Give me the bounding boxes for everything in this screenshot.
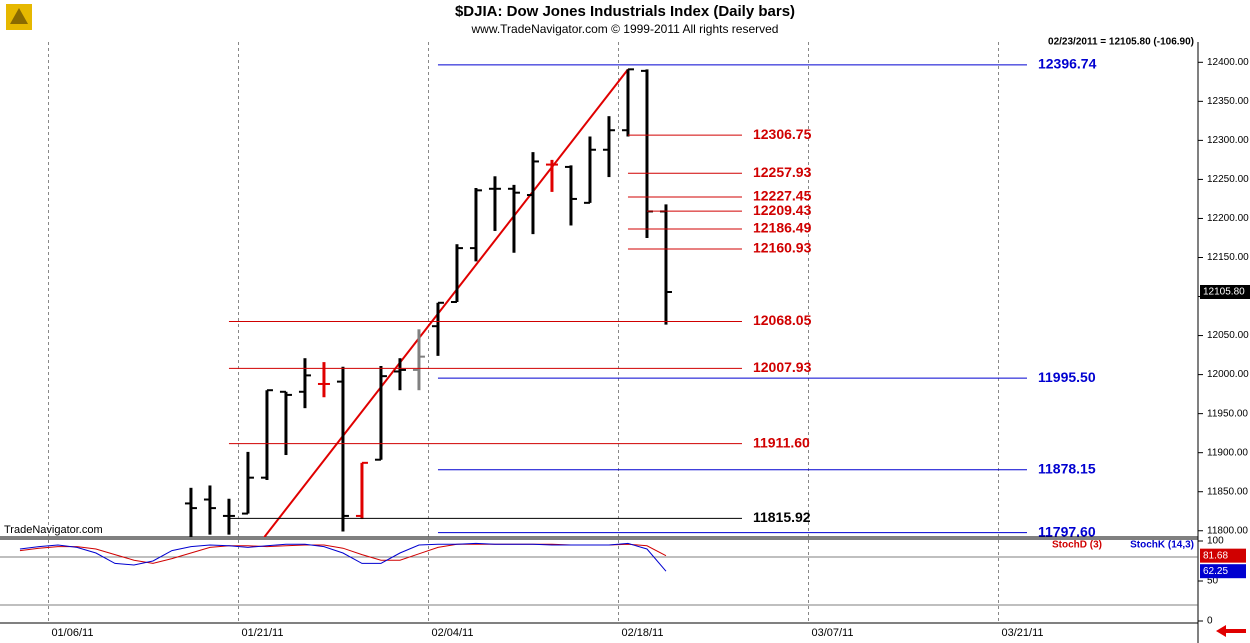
last-value-label: 62.25 [1203,566,1228,577]
level-label: 12306.75 [753,126,812,142]
last-value-box [1200,284,1250,299]
y-tick-label: 12400.00 [1207,57,1249,68]
y-tick-label: 11800.00 [1207,525,1248,536]
level-label: 12227.45 [753,188,812,204]
y-tick-label: 11900.00 [1207,447,1248,458]
logo [6,4,32,30]
y-tick-label: 12000.00 [1207,369,1249,380]
x-tick-label: 01/21/11 [241,627,283,639]
title: $DJIA: Dow Jones Industrials Index (Dail… [455,3,795,20]
y-tick-label: 100 [1207,536,1224,547]
y-tick-label: 0 [1207,616,1213,627]
y-tick-label: 50 [1207,576,1219,587]
x-tick-label: 03/07/11 [811,627,853,639]
last-value-box [1200,564,1246,579]
level-label: 11911.60 [753,434,810,450]
x-tick-label: 02/04/11 [431,627,473,639]
y-tick-label: 12200.00 [1207,213,1249,224]
level-label: 12186.49 [753,220,812,236]
y-tick-label: 12300.00 [1207,135,1249,146]
stoch-plot [19,542,667,572]
level-label: 12007.93 [753,359,812,375]
level-label: 11797.60 [1038,523,1096,539]
legend-entry: StochK (14,3) [1130,540,1194,551]
watermark: TradeNavigator.com [4,524,103,536]
y-tick-label: 12150.00 [1207,252,1249,263]
level-label: 12068.05 [753,312,812,328]
level-label: 12160.93 [753,240,812,256]
subtitle: www.TradeNavigator.com © 1999-2011 All r… [471,22,779,36]
x-tick-label: 02/18/11 [621,627,663,639]
x-tick-label: 03/21/11 [1001,627,1043,639]
level-label: 12257.93 [753,164,812,180]
last-value-box [1200,548,1246,563]
last-value-label: 81.68 [1203,550,1228,561]
level-label: 11815.92 [753,509,811,525]
y-tick-label: 12050.00 [1207,330,1249,341]
x-tick-label: 01/06/11 [51,627,93,639]
y-tick-label: 12250.00 [1207,174,1249,185]
price-plot: 12396.74 12306.75 12257.93 12227.4512209.43… [184,56,1097,539]
y-tick-label: 12350.00 [1207,96,1249,107]
level-label: 11995.50 [1038,369,1096,385]
level-label: 12396.74 [1038,56,1097,72]
last-value-label: 12105.80 [1203,287,1245,298]
stoch-line [19,542,667,572]
trendline [263,68,629,537]
level-label: 12209.43 [753,202,812,218]
level-label: 11878.15 [1038,460,1096,476]
header-info: 02/23/2011 = 12105.80 (-106.90) [1048,37,1194,48]
scroll-arrow[interactable] [1216,625,1246,637]
y-tick-label: 11950.00 [1207,408,1248,419]
legend-entry: StochD (3) [1052,540,1102,551]
y-tick-label: 11850.00 [1207,486,1248,497]
stoch-line [19,543,667,564]
